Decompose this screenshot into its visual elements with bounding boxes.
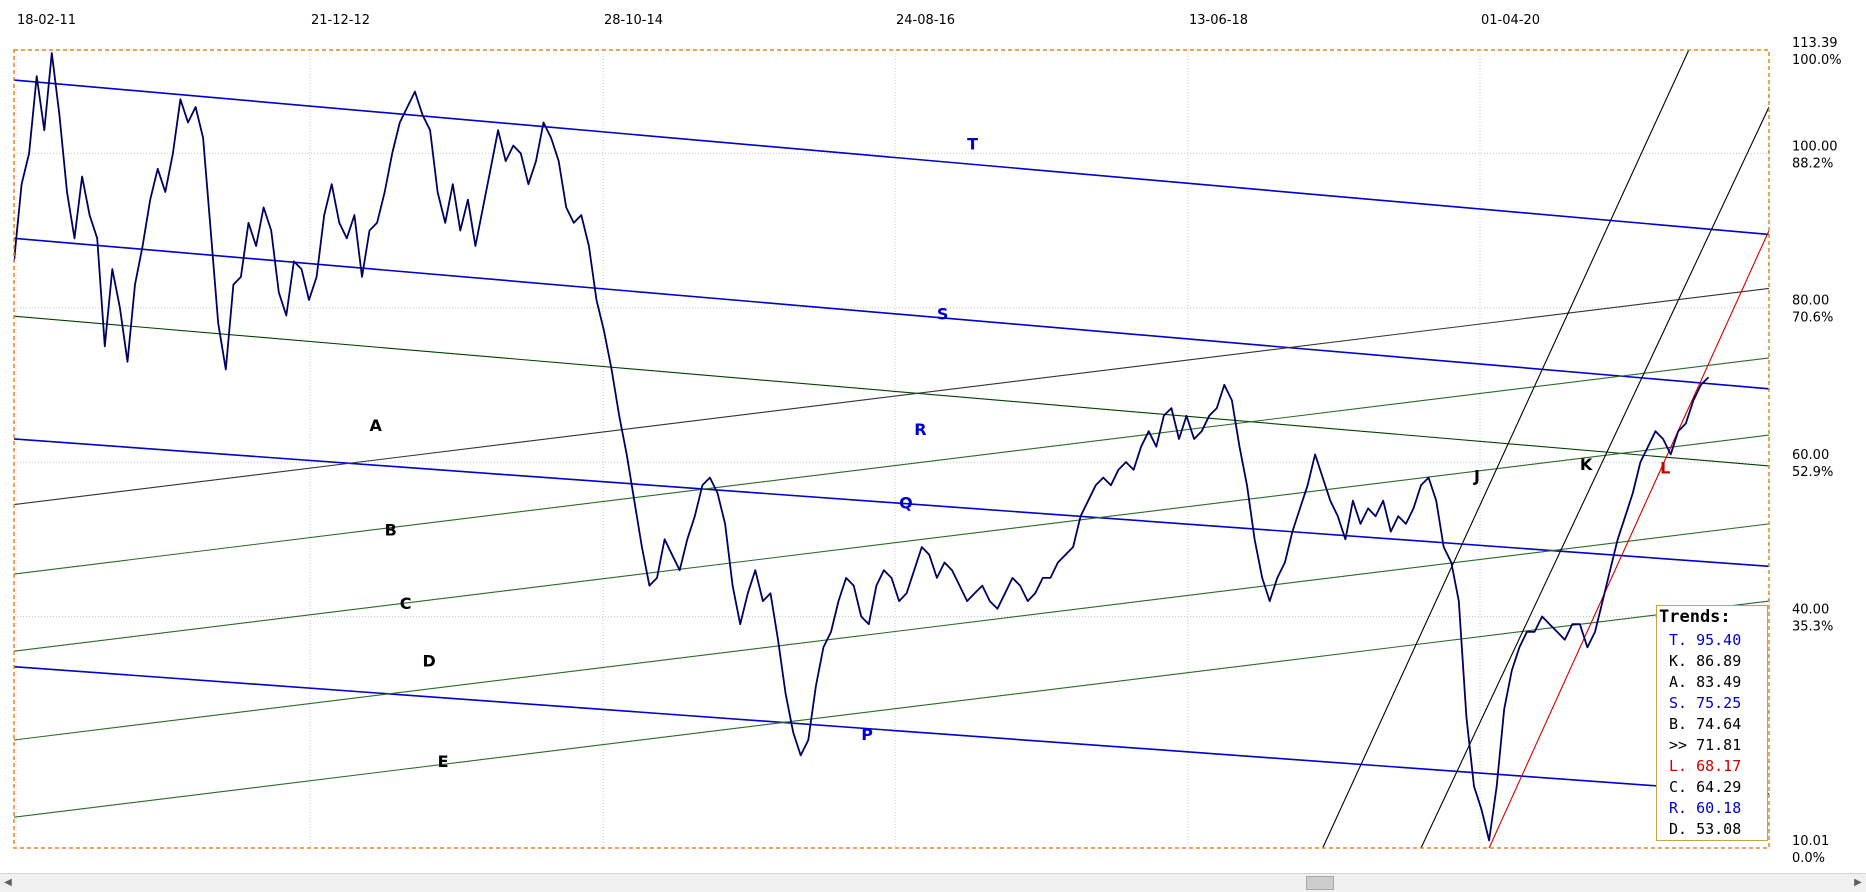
axis-percent-label: 88.2%	[1792, 156, 1833, 171]
price-series-line	[14, 52, 1710, 842]
trend-key: D.	[1669, 820, 1688, 838]
trend-line-j	[1322, 50, 1690, 848]
trend-value: 75.25	[1687, 694, 1742, 712]
trend-line-q	[14, 438, 1769, 568]
trend-label-a: A	[370, 416, 383, 435]
trend-key: B.	[1669, 715, 1688, 733]
trend-row: >> 71.81	[1669, 736, 1741, 754]
trend-key: R.	[1669, 799, 1688, 817]
price-chart: 18-02-11 21-12-12 28-10-14 24-08-16 13-06-18…	[13, 13, 1842, 866]
horizontal-scrollbar[interactable]: ◀ ▶	[0, 873, 1866, 892]
scroll-left-arrow-icon[interactable]: ◀	[4, 877, 12, 888]
trend-label-q: Q	[899, 493, 913, 512]
date-tick-label: 18-02-11	[17, 13, 76, 28]
trend-row: C. 64.29	[1669, 778, 1741, 796]
trend-label-l: L	[1660, 459, 1670, 478]
trend-value: 68.17	[1687, 757, 1742, 775]
trend-line-d	[14, 523, 1769, 741]
axis-percent-label: 70.6%	[1792, 311, 1833, 326]
trend-line-a	[14, 287, 1769, 506]
trend-row: K. 86.89	[1669, 652, 1741, 670]
axis-value-label: 100.00	[1792, 139, 1838, 154]
trend-row: A. 83.49	[1669, 673, 1741, 691]
plot-frame	[13, 49, 1770, 849]
trend-row: T. 95.40	[1669, 631, 1741, 649]
trend-key: A.	[1669, 673, 1688, 691]
date-tick-label: 01-04-20	[1481, 13, 1540, 28]
trend-label-p: P	[861, 725, 873, 744]
scroll-right-arrow-icon[interactable]: ▶	[1854, 877, 1862, 888]
trend-value: 83.49	[1687, 673, 1742, 691]
trend-label-j: J	[1473, 466, 1480, 485]
date-tick-label: 24-08-16	[896, 13, 955, 28]
trend-value: 60.18	[1687, 799, 1742, 817]
trend-line-l	[1488, 230, 1769, 848]
axis-percent-label: 35.3%	[1792, 620, 1833, 635]
axis-value-label: 40.00	[1792, 603, 1829, 618]
trend-label-e: E	[438, 752, 449, 771]
trend-label-r: R	[914, 420, 926, 439]
trend-key: >>	[1669, 736, 1688, 754]
axis-value-label: 60.00	[1792, 448, 1829, 463]
date-tick-label: 13-06-18	[1189, 13, 1248, 28]
date-tick-label: 21-12-12	[311, 13, 370, 28]
trend-label-b: B	[385, 520, 397, 539]
trend-line-p	[14, 665, 1769, 795]
trend-row: L. 68.17	[1669, 757, 1741, 775]
trend-line-e	[14, 600, 1769, 818]
trend-lines-group	[14, 50, 1769, 848]
trend-label-t: T	[967, 134, 978, 153]
trend-row: R. 60.18	[1669, 799, 1741, 817]
date-tick-label: 28-10-14	[604, 13, 663, 28]
trend-row: S. 75.25	[1669, 694, 1741, 712]
trend-key: L.	[1669, 757, 1688, 775]
trend-key: C.	[1669, 778, 1688, 796]
axis-percent-label: 0.0%	[1792, 851, 1825, 866]
axis-percent-label: 100.0%	[1792, 53, 1842, 68]
trends-title: Trends:	[1659, 607, 1731, 627]
axis-value-label: 10.01	[1792, 834, 1829, 849]
trend-value: 64.29	[1687, 778, 1742, 796]
trend-line-b	[14, 357, 1769, 575]
trend-value: 53.08	[1687, 820, 1742, 838]
trend-line-k	[1420, 106, 1769, 848]
trend-row: B. 74.64	[1669, 715, 1741, 733]
trend-value: 95.40	[1687, 631, 1742, 649]
axis-percent-label: 52.9%	[1792, 465, 1833, 480]
trend-line-c	[14, 434, 1769, 652]
trend-label-k: K	[1580, 455, 1593, 474]
axis-value-label: 80.00	[1792, 294, 1829, 309]
trend-value: 74.64	[1687, 715, 1742, 733]
trend-value: 86.89	[1687, 652, 1742, 670]
trend-key: K.	[1669, 652, 1688, 670]
trend-line-t	[14, 79, 1769, 236]
trend-label-d: D	[422, 652, 435, 671]
trends-box: Trends: T. 95.40 K. 86.89 A. 83.49 S. 75.25…	[1656, 605, 1768, 841]
trend-row: D. 53.08	[1669, 820, 1741, 838]
trend-line-r	[14, 315, 1769, 467]
trend-line-s	[14, 237, 1769, 390]
trend-key: S.	[1669, 694, 1688, 712]
scroll-thumb[interactable]	[1306, 876, 1334, 890]
trend-label-c: C	[400, 594, 412, 613]
axis-value-label: 113.39	[1792, 36, 1838, 51]
trend-key: T.	[1669, 631, 1688, 649]
trend-label-s: S	[937, 304, 949, 323]
trend-value: 71.81	[1687, 736, 1742, 754]
